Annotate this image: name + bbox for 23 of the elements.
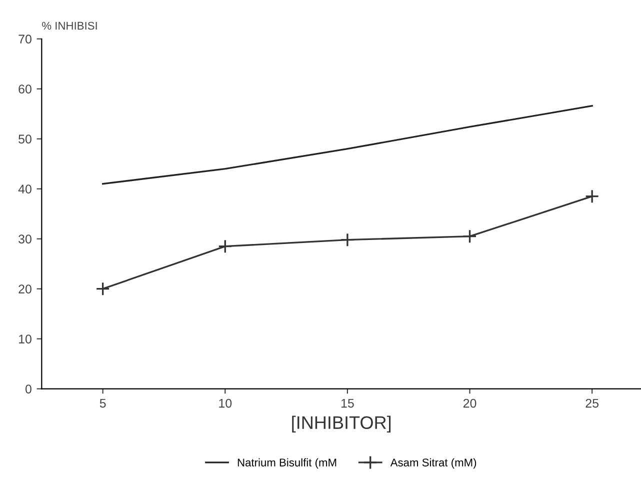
x-tick-label: 10 — [219, 398, 232, 408]
legend-label: Asam Sitrat (mM) — [390, 458, 476, 469]
y-tick-label: 10 — [18, 334, 32, 344]
legend-label: Natrium Bisulfit (mM — [238, 458, 336, 469]
x-tick-label: 15 — [341, 398, 354, 408]
point — [218, 239, 232, 254]
y-tick-label: 70 — [18, 34, 32, 44]
line-series — [102, 105, 593, 185]
y-tick-label: 60 — [18, 84, 32, 94]
point — [462, 229, 477, 244]
y-axis-title: % INHIBISI — [42, 22, 97, 30]
x-axis-title: [INHIBITOR] — [292, 416, 391, 433]
x-tick-label: 5 — [100, 398, 106, 408]
y-tick-label: 0 — [25, 384, 32, 394]
y-tick-label: 20 — [18, 284, 32, 294]
point — [96, 282, 110, 296]
y-tick-label: 50 — [18, 134, 32, 144]
x-tick-label: 20 — [463, 398, 476, 408]
point — [584, 189, 600, 204]
x-tick-label: 25 — [586, 398, 599, 408]
y-tick-label: 40 — [18, 184, 32, 194]
point — [340, 232, 355, 247]
y-tick-label: 30 — [18, 234, 32, 244]
